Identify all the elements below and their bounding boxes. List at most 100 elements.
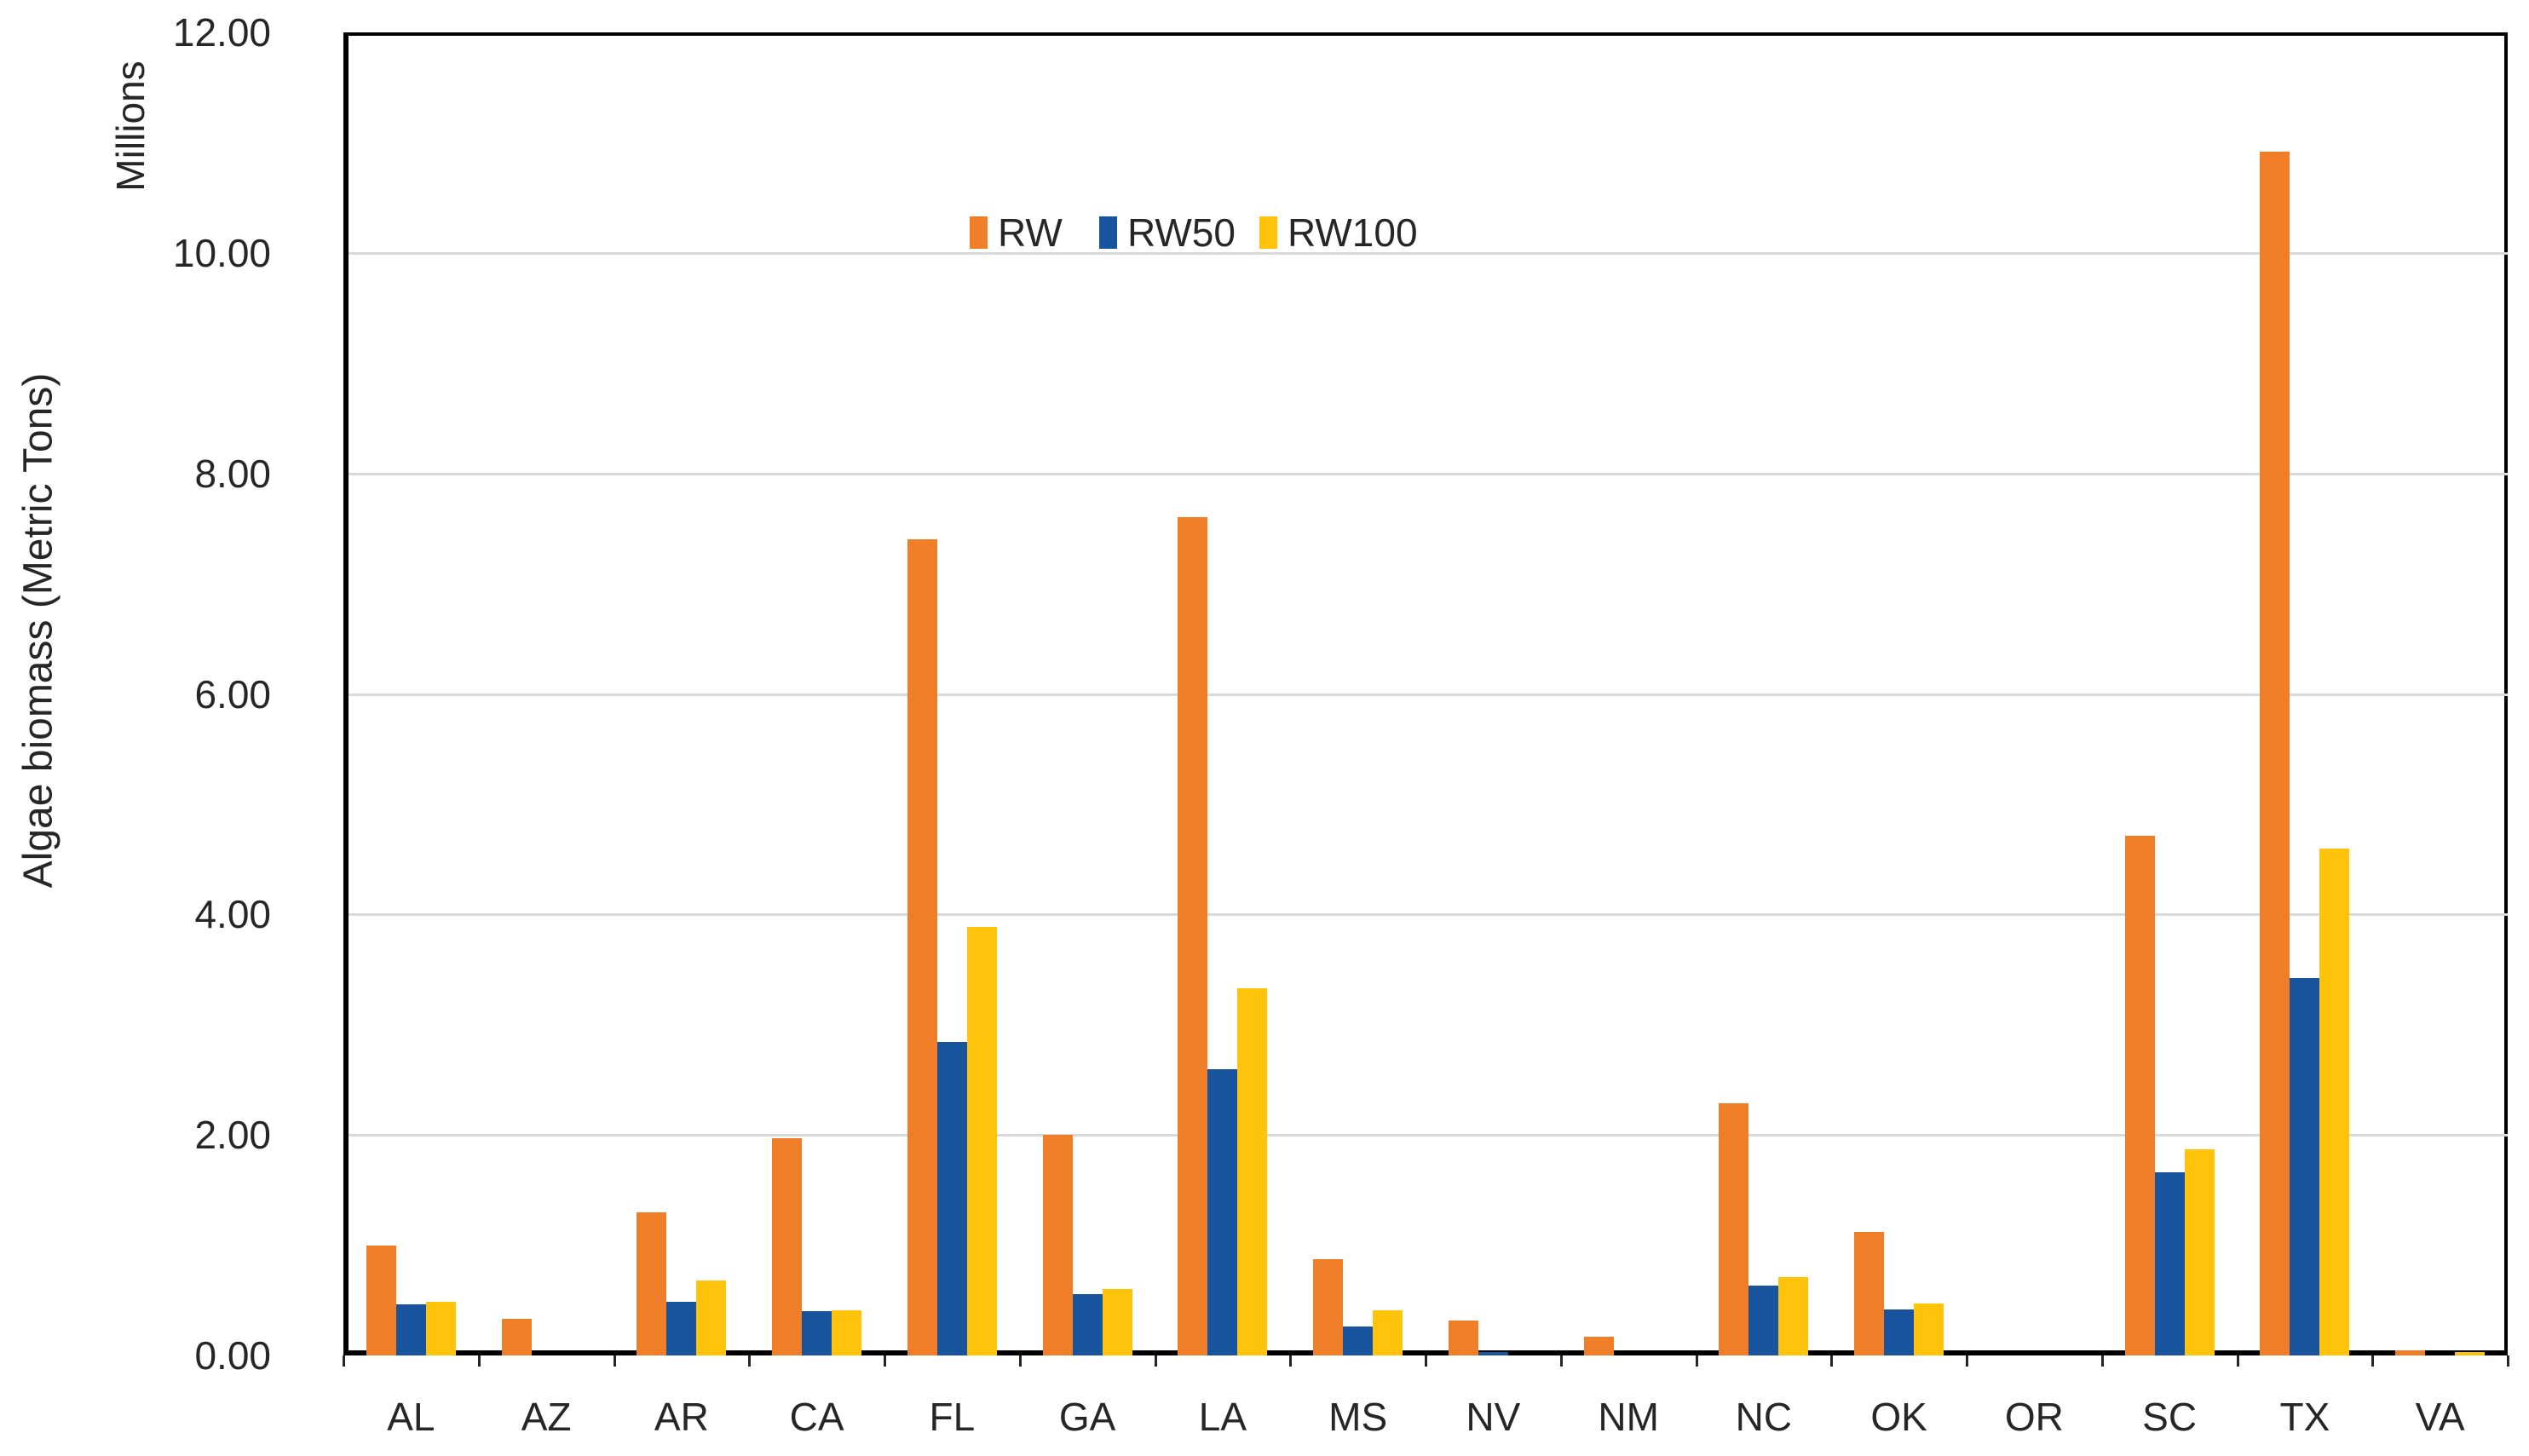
y-tick-label-6.00: 6.00 [194,671,271,716]
bar-RW100-OK [1914,1303,1944,1355]
bar-RW50-NC [1748,1286,1778,1355]
bar-RW-AR [637,1212,666,1355]
x-axis-tick-4 [884,1355,886,1367]
bar-RW50-GA [1073,1294,1103,1355]
bar-RW100-CA [832,1310,861,1355]
x-axis-tick-0 [343,1355,345,1367]
x-category-label-NM: NM [1598,1395,1659,1439]
y-tick-label-12.00: 12.00 [172,10,271,55]
bar-RW50-LA [1207,1069,1237,1355]
bar-RW100-MS [1373,1310,1403,1355]
legend-swatch-RW50 [1099,216,1117,249]
bar-RW-NM [1584,1337,1614,1355]
x-category-label-NC: NC [1735,1395,1793,1439]
bar-RW50-CA [802,1311,832,1355]
bar-RW-VA [2395,1350,2425,1355]
x-category-label-TX: TX [2279,1395,2330,1439]
bar-RW-GA [1043,1135,1073,1355]
y-tick-label-10.00: 10.00 [172,230,271,275]
legend-swatch-RW100 [1259,216,1277,249]
gridline-6 [343,693,2508,696]
bar-RW100-TX [2319,849,2349,1355]
bar-RW50-AL [396,1304,426,1355]
bar-RW-MS [1313,1259,1343,1355]
legend-swatch-RW [970,216,988,249]
bar-RW100-NC [1778,1277,1808,1355]
legend-item-RW50: RW50 [1099,213,1236,252]
y-tick-label-4.00: 4.00 [194,892,271,937]
x-category-label-AL: AL [387,1395,435,1439]
legend-item-RW: RW [970,213,1063,252]
x-category-label-FL: FL [929,1395,976,1439]
x-axis-tick-10 [1696,1355,1698,1367]
y-tick-label-2.00: 2.00 [194,1113,271,1158]
x-category-label-SC: SC [2142,1395,2198,1439]
y-axis-line [343,32,349,1355]
x-axis-tick-3 [748,1355,751,1367]
x-axis-tick-5 [1019,1355,1022,1367]
bar-RW100-SC [2185,1149,2215,1355]
x-category-label-VA: VA [2415,1395,2465,1439]
bar-RW100-AL [426,1302,456,1355]
x-category-label-OK: OK [1870,1395,1927,1439]
x-category-label-AZ: AZ [521,1395,572,1439]
x-axis-tick-16 [2507,1355,2509,1367]
bar-RW-NC [1719,1103,1748,1355]
x-category-label-LA: LA [1198,1395,1247,1439]
y-tick-label-0.00: 0.00 [194,1333,271,1378]
gridline-8 [343,472,2508,475]
x-axis-tick-2 [614,1355,616,1367]
bar-RW50-MS [1343,1327,1373,1355]
x-category-label-AR: AR [654,1395,709,1439]
x-axis-tick-7 [1289,1355,1292,1367]
bar-RW100-LA [1237,988,1267,1355]
bar-RW50-TX [2290,978,2319,1355]
x-axis-tick-12 [1966,1355,1968,1367]
legend: RW RW50 RW100 [0,213,2529,256]
bar-RW-FL [907,539,937,1355]
x-axis-tick-8 [1425,1355,1427,1367]
bar-RW100-GA [1103,1289,1132,1355]
bar-RW-NV [1449,1321,1478,1355]
x-axis-tick-6 [1155,1355,1157,1367]
bar-RW100-AR [696,1280,726,1355]
bar-RW-AL [366,1246,396,1355]
legend-item-RW100: RW100 [1259,213,1418,252]
x-category-label-CA: CA [789,1395,844,1439]
y-tick-label-8.00: 8.00 [194,451,271,496]
bar-RW-LA [1178,517,1207,1355]
bar-RW-TX [2260,152,2290,1355]
legend-label-RW: RW [998,210,1063,255]
y-axis-units-label: Millions [108,60,153,192]
plot-area [343,32,2508,1355]
bar-RW50-NV [1478,1352,1508,1355]
x-axis-tick-9 [1560,1355,1563,1367]
legend-label-RW50: RW50 [1127,210,1236,255]
x-axis-tick-15 [2371,1355,2374,1367]
x-axis-tick-14 [2237,1355,2239,1367]
gridline-4 [343,913,2508,917]
bar-RW-CA [772,1138,802,1355]
x-category-label-MS: MS [1328,1395,1388,1439]
x-category-label-NV: NV [1466,1395,1521,1439]
x-axis-line [343,1350,2508,1355]
x-axis-tick-1 [478,1355,481,1367]
gridline-2 [343,1134,2508,1137]
y-axis-title: Algae biomass (Metric Tons) [15,372,61,889]
bar-RW50-FL [937,1042,967,1355]
bar-RW100-VA [2455,1352,2485,1355]
gridline-10 [343,251,2508,255]
bar-RW100-FL [967,927,997,1355]
bar-RW-SC [2125,836,2155,1355]
bar-RW-AZ [502,1319,532,1355]
legend-label-RW100: RW100 [1288,210,1418,255]
bar-RW50-SC [2155,1172,2185,1355]
bar-RW50-AR [666,1302,696,1355]
x-category-label-OR: OR [2004,1395,2064,1439]
x-category-label-GA: GA [1058,1395,1116,1439]
x-axis-tick-11 [1830,1355,1833,1367]
x-axis-tick-13 [2101,1355,2104,1367]
bar-RW-OK [1854,1232,1884,1355]
bar-RW50-OK [1884,1309,1914,1355]
